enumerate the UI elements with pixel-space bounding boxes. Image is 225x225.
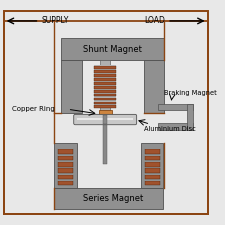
Bar [144,60,164,113]
Text: Shunt Magnet: Shunt Magnet [83,45,142,54]
Text: Braking Magnet: Braking Magnet [164,90,217,96]
Bar [145,179,160,181]
Bar [58,175,73,179]
Bar [58,149,73,154]
Bar [94,73,117,74]
Bar [58,160,73,162]
Bar [94,82,117,85]
Bar [94,70,117,73]
Bar [94,89,117,90]
Bar [94,66,117,69]
Bar [145,162,160,166]
Bar [145,166,160,168]
Bar [141,143,163,188]
Bar [58,179,73,181]
Bar [94,81,117,82]
Text: LOAD: LOAD [144,16,165,25]
Bar [58,154,73,156]
Bar [94,77,117,78]
Bar [94,85,117,86]
Bar [101,60,110,113]
Bar [94,94,117,97]
Bar [58,148,73,149]
Bar [58,168,73,173]
Bar [94,86,117,89]
Bar [103,115,107,124]
Bar [145,156,160,160]
Bar [145,181,160,185]
Bar [145,149,160,154]
Bar [94,92,117,94]
Bar [94,98,117,100]
Bar [94,90,117,92]
Bar [94,104,117,106]
Bar [145,175,160,179]
Bar [145,154,160,156]
Text: SUPPLY: SUPPLY [41,16,69,25]
Bar [103,117,107,164]
Bar [145,173,160,175]
Bar [61,38,164,60]
Bar [54,188,163,209]
Bar [145,160,160,162]
Bar [187,104,194,130]
Text: Aluminium Disc: Aluminium Disc [144,126,196,132]
Bar [145,168,160,173]
Bar [58,166,73,168]
Bar [94,106,117,108]
Text: Series Magnet: Series Magnet [83,194,143,203]
FancyBboxPatch shape [74,114,137,125]
Bar [94,69,117,70]
Bar [94,78,117,81]
Bar [54,143,77,188]
Bar [94,74,117,77]
Text: Copper Ring: Copper Ring [12,106,54,112]
Bar [58,162,73,166]
Bar [58,156,73,160]
Bar [58,181,73,185]
Bar [94,101,117,104]
Bar [94,100,117,101]
Bar [158,104,194,110]
Bar [145,148,160,149]
Bar [99,110,112,117]
Bar [94,65,117,66]
Bar [94,97,117,98]
Bar [158,123,194,130]
Bar [58,173,73,175]
Bar [77,118,133,120]
Bar [61,60,82,113]
